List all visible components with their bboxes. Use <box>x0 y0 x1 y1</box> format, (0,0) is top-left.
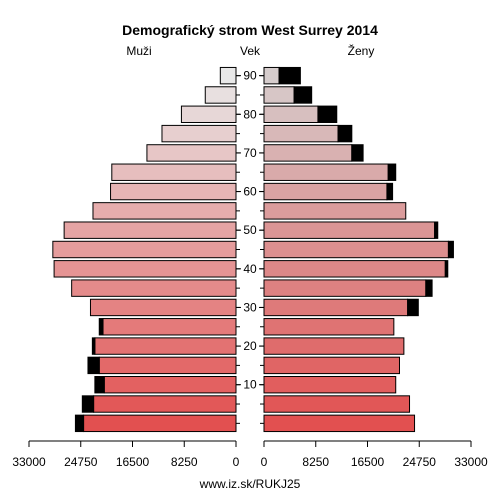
male-bar-age-20 <box>94 337 237 355</box>
male-extra-bar-age-20 <box>91 337 96 355</box>
female-x-tick-label: 33000 <box>454 455 488 469</box>
female-bar-age-65 <box>263 163 389 181</box>
female-extra-bar-age-70 <box>351 144 364 162</box>
male-bar-age-35 <box>71 279 237 297</box>
male-bar-age-70 <box>146 144 237 162</box>
female-bar-age-90 <box>263 66 280 85</box>
age-axis-label: Vek <box>240 44 261 58</box>
female-bar-age-10 <box>263 376 397 394</box>
male-bar-age-60 <box>110 182 237 201</box>
female-bar-age-45 <box>263 240 449 259</box>
female-axis-label: Ženy <box>348 43 375 58</box>
male-extra-bar-age-25 <box>98 318 104 336</box>
female-extra-bar-age-45 <box>447 240 454 259</box>
female-x-tick-label: 16500 <box>351 455 385 469</box>
male-bar-age-85 <box>204 86 237 104</box>
female-bar-age-80 <box>263 105 319 123</box>
age-tick-label: 70 <box>243 146 257 160</box>
plot-area: 10 20 30 40 50 60 70 80 90 33000 24750 16500 8250 0 0 8… <box>12 66 488 469</box>
female-bar-age-25 <box>263 318 395 336</box>
female-extra-bar-age-60 <box>386 182 394 201</box>
female-extra-bar-age-75 <box>337 124 353 143</box>
male-axis-label: Muži <box>126 44 151 58</box>
male-bar-age-75 <box>161 124 237 143</box>
female-bar-age-20 <box>263 337 405 355</box>
female-extra-bar-age-90 <box>278 66 301 85</box>
female-bar-age-70 <box>263 144 353 162</box>
male-bar-age-25 <box>102 318 237 336</box>
male-bar-age-5 <box>93 395 237 413</box>
male-x-tick-label: 0 <box>233 455 240 469</box>
female-extra-bar-age-85 <box>293 86 313 104</box>
female-bar-age-85 <box>263 86 295 104</box>
female-extra-bar-age-40 <box>444 260 449 278</box>
male-extra-bar-age-15 <box>87 356 100 375</box>
male-x-tick-label: 8250 <box>171 455 198 469</box>
female-x-tick-label: 0 <box>261 455 268 469</box>
age-tick-label: 80 <box>243 107 257 121</box>
female-extra-bar-age-35 <box>425 279 433 297</box>
male-extra-bar-age-10 <box>94 376 105 394</box>
age-tick-label: 30 <box>243 300 257 314</box>
age-tick-label: 90 <box>243 69 257 83</box>
age-tick-label: 20 <box>243 339 257 353</box>
male-bar-age-30 <box>89 298 237 317</box>
female-bar-age-60 <box>263 182 388 201</box>
male-bar-age-40 <box>53 260 237 278</box>
chart-title: Demografický strom West Surrey 2014 <box>122 22 378 38</box>
age-tick-label: 60 <box>243 185 257 199</box>
male-bar-age-45 <box>52 240 237 259</box>
female-extra-bar-age-80 <box>317 105 338 123</box>
female-extra-bar-age-65 <box>387 163 397 181</box>
male-x-tick-label: 24750 <box>64 455 98 469</box>
female-bar-age-75 <box>263 124 339 143</box>
male-extra-bar-age-0 <box>74 414 85 433</box>
male-bar-age-80 <box>180 105 237 123</box>
female-bar-age-55 <box>263 202 407 220</box>
male-x-tick-label: 33000 <box>12 455 46 469</box>
female-bar-age-30 <box>263 298 409 317</box>
male-bar-age-90 <box>219 66 237 85</box>
male-bar-age-50 <box>63 221 237 239</box>
source-label: www.iz.sk/RUKJ25 <box>199 477 301 491</box>
female-extra-bar-age-30 <box>407 298 419 317</box>
age-tick-label: 10 <box>243 378 257 392</box>
female-bar-age-0 <box>263 414 416 433</box>
male-bar-age-55 <box>92 202 237 220</box>
male-bar-age-10 <box>103 376 237 394</box>
male-bar-age-0 <box>83 414 237 433</box>
male-bar-age-65 <box>111 163 237 181</box>
female-extra-bar-age-50 <box>434 221 439 239</box>
female-bar-age-15 <box>263 356 400 375</box>
age-tick-label: 50 <box>243 223 257 237</box>
female-x-tick-label: 8250 <box>302 455 329 469</box>
female-bar-age-5 <box>263 395 411 413</box>
female-bar-age-50 <box>263 221 436 239</box>
male-x-tick-label: 16500 <box>116 455 150 469</box>
female-bar-age-35 <box>263 279 427 297</box>
male-extra-bar-age-5 <box>81 395 95 413</box>
age-tick-label: 40 <box>243 262 257 276</box>
female-x-tick-label: 24750 <box>403 455 437 469</box>
female-bar-age-40 <box>263 260 446 278</box>
male-bar-age-15 <box>98 356 237 375</box>
